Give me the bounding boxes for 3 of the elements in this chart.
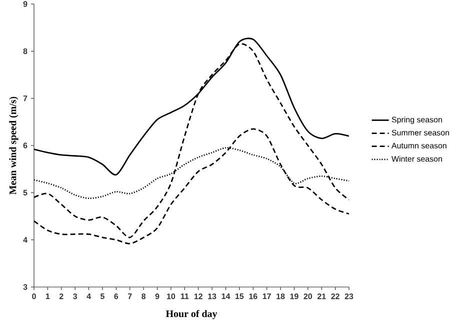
x-axis-title: Hour of day	[166, 310, 218, 320]
line-series	[34, 128, 350, 244]
y-axis-title: Mean wind speed (m/s)	[9, 96, 18, 194]
